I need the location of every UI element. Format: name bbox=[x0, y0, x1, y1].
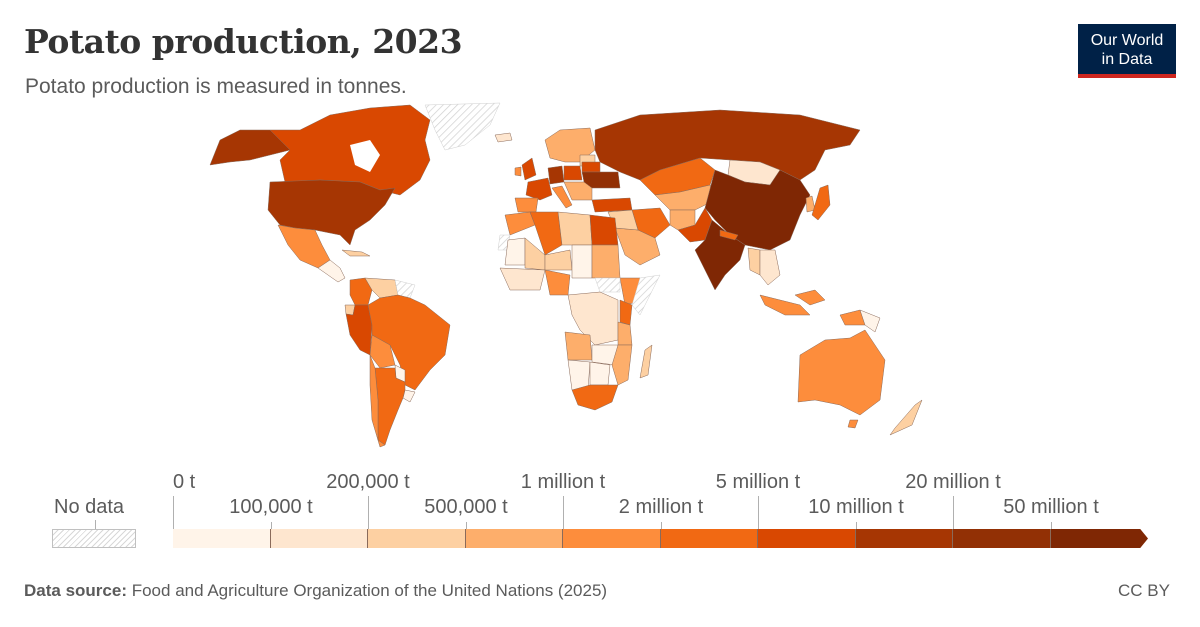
data-source-text[interactable]: Food and Agriculture Organization of the… bbox=[131, 581, 608, 600]
legend-bin-100k-200k[interactable] bbox=[271, 529, 368, 548]
legend-bin-2m-5m[interactable] bbox=[661, 529, 758, 548]
region-south-sudan bbox=[594, 277, 621, 293]
region-nigeria bbox=[544, 269, 571, 296]
chart-title: Potato production, 2023 bbox=[24, 22, 463, 61]
data-source: Data source: Food and Agriculture Organi… bbox=[24, 581, 607, 601]
region-russia bbox=[594, 109, 861, 181]
region-mauritania bbox=[504, 237, 526, 266]
tick-1m bbox=[563, 496, 564, 529]
region-central-america bbox=[317, 259, 346, 283]
tick-100k bbox=[271, 522, 272, 529]
owid-logo[interactable]: Our World in Data bbox=[1078, 24, 1176, 78]
license-link[interactable]: CC BY bbox=[1118, 581, 1170, 600]
region-png bbox=[859, 309, 881, 333]
tick-2m bbox=[661, 522, 662, 529]
legend-label-5m: 5 million t bbox=[715, 471, 801, 493]
legend-bin-50m-plus[interactable] bbox=[1051, 529, 1148, 548]
region-algeria bbox=[529, 211, 563, 256]
region-greenland bbox=[424, 102, 501, 151]
region-angola bbox=[564, 331, 593, 361]
legend-bin-10m-20m[interactable] bbox=[856, 529, 953, 548]
region-somalia bbox=[631, 274, 661, 316]
legend-label-10m: 10 million t bbox=[808, 496, 904, 518]
legend-label-0: 0 t bbox=[173, 471, 196, 493]
region-france bbox=[525, 177, 553, 201]
logo-accent-bar bbox=[1078, 74, 1176, 78]
region-myanmar bbox=[747, 247, 761, 276]
data-source-label: Data source: bbox=[24, 581, 127, 600]
region-ireland bbox=[514, 166, 522, 177]
region-iceland bbox=[494, 132, 513, 143]
legend-bin-20m-50m[interactable] bbox=[953, 529, 1051, 548]
tick-500k bbox=[466, 522, 467, 529]
no-data-swatch bbox=[52, 529, 136, 548]
logo-line-2: in Data bbox=[1101, 51, 1153, 68]
tick-5m bbox=[758, 496, 759, 529]
no-data-label: No data bbox=[54, 496, 125, 518]
region-south-africa bbox=[571, 384, 619, 411]
legend-bin-200k-500k[interactable] bbox=[368, 529, 466, 548]
region-belarus bbox=[581, 161, 601, 173]
region-egypt bbox=[589, 214, 619, 246]
no-data-tick bbox=[95, 520, 96, 529]
legend-bin-1m-2m[interactable] bbox=[563, 529, 661, 548]
region-germany bbox=[547, 165, 565, 185]
region-libya bbox=[557, 211, 593, 246]
legend-label-20m: 20 million t bbox=[905, 471, 1001, 493]
region-uk bbox=[521, 157, 537, 181]
region-chile bbox=[369, 354, 386, 448]
tick-20m bbox=[953, 496, 954, 529]
tick-50m bbox=[1051, 522, 1052, 529]
region-sudan bbox=[591, 244, 621, 279]
region-italy bbox=[551, 185, 573, 209]
logo-line-1: Our World bbox=[1090, 32, 1164, 49]
region-australia bbox=[797, 329, 886, 416]
legend-label-1m: 1 million t bbox=[520, 471, 606, 493]
world-map[interactable] bbox=[200, 100, 960, 450]
region-morocco bbox=[504, 211, 536, 236]
region-poland bbox=[563, 165, 583, 181]
region-china bbox=[704, 169, 811, 251]
legend-label-100k: 100,000 t bbox=[229, 496, 313, 518]
legend-bin-0-100k[interactable] bbox=[173, 529, 271, 548]
region-botswana bbox=[589, 361, 611, 386]
region-nepal bbox=[719, 229, 739, 241]
legend-label-200k: 200,000 t bbox=[326, 471, 410, 493]
region-japan bbox=[811, 184, 831, 221]
tick-0 bbox=[173, 496, 174, 529]
legend-label-50m: 50 million t bbox=[1003, 496, 1099, 518]
legend: No data 0 t 200,000 t 1 million t 5 mill… bbox=[0, 460, 1200, 560]
region-spain bbox=[514, 197, 539, 213]
region-borneo-sulawesi bbox=[794, 289, 826, 306]
region-turkey bbox=[591, 197, 633, 213]
region-niger bbox=[544, 249, 573, 271]
region-tasmania bbox=[847, 419, 859, 429]
region-chad bbox=[571, 244, 593, 279]
region-namibia bbox=[567, 359, 591, 391]
region-cuba bbox=[341, 249, 371, 257]
tick-10m bbox=[856, 522, 857, 529]
legend-label-500k: 500,000 t bbox=[424, 496, 508, 518]
region-madagascar bbox=[639, 344, 653, 379]
region-tanzania bbox=[617, 321, 633, 346]
region-car-drc bbox=[567, 291, 619, 346]
region-canada bbox=[269, 104, 431, 196]
legend-bin-5m-10m[interactable] bbox=[758, 529, 856, 548]
region-new-zealand bbox=[889, 399, 923, 436]
legend-bin-500k-1m[interactable] bbox=[466, 529, 563, 548]
region-bolivia bbox=[369, 334, 396, 369]
region-indonesia bbox=[759, 294, 811, 316]
chart-subtitle: Potato production is measured in tonnes. bbox=[25, 75, 407, 98]
region-se-asia bbox=[759, 249, 781, 286]
tick-200k bbox=[368, 496, 369, 529]
region-west-africa bbox=[499, 267, 546, 291]
legend-label-2m: 2 million t bbox=[618, 496, 704, 518]
region-ukraine bbox=[581, 171, 621, 189]
region-mozambique bbox=[611, 344, 633, 386]
